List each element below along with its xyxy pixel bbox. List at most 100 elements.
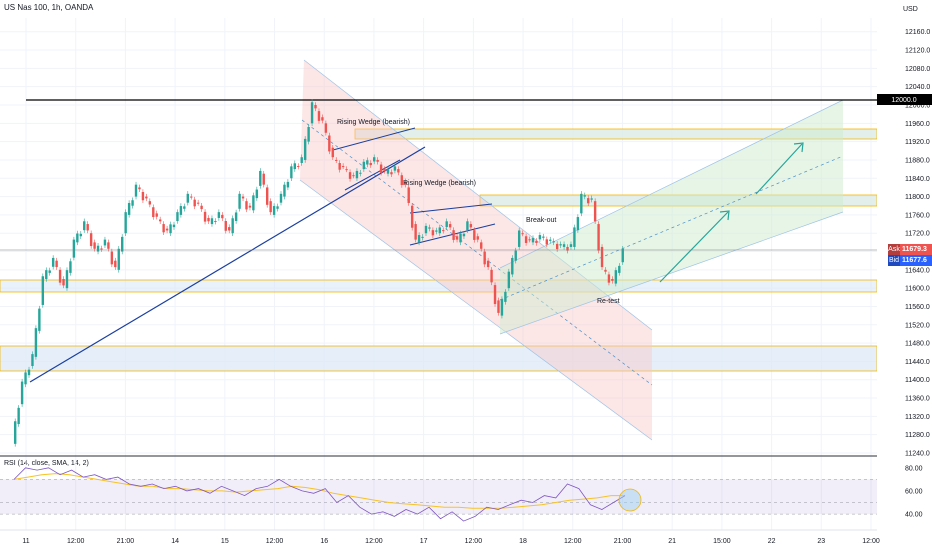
candle-body (121, 236, 124, 252)
candle-body (65, 270, 69, 289)
candle-body (483, 251, 486, 265)
y-tick-label: 11640.0 (905, 267, 930, 274)
asc-bottom-line (499, 211, 844, 335)
candle-body (604, 269, 607, 272)
x-tick-label: 12:00 (465, 538, 483, 545)
candle-body (590, 198, 593, 200)
currency-label: USD (903, 6, 918, 13)
rsi-tick-label: 60.00 (905, 488, 923, 495)
candle-body (442, 230, 445, 232)
candle-body (514, 250, 517, 261)
candle-body (348, 172, 352, 179)
candle-body (566, 246, 569, 251)
candle-body (393, 166, 397, 171)
candle-body (303, 138, 307, 160)
candle-body (621, 248, 624, 263)
y-tick-label: 12040.0 (905, 84, 930, 91)
candle-body (493, 285, 497, 305)
candle-body (331, 147, 334, 158)
candle-body (300, 157, 303, 163)
candle-body (414, 224, 417, 240)
candle-body (397, 169, 400, 173)
bid-tag: Bid 11677.6 (888, 255, 932, 266)
asc-mid-line (499, 155, 844, 301)
candle-body (276, 206, 279, 209)
candle-body (421, 236, 424, 238)
candle-body (238, 193, 241, 209)
candle-body (417, 235, 421, 243)
wedge2-upper[interactable] (409, 203, 493, 214)
candle-body (152, 207, 155, 218)
x-tick-label: 12:00 (564, 538, 582, 545)
y-tick-label: 11360.0 (905, 396, 930, 403)
candle-body (573, 227, 576, 247)
candle-body (400, 175, 404, 185)
candle-body (269, 201, 272, 213)
x-tick-label: 15 (221, 538, 229, 545)
candle-body (51, 257, 55, 267)
candle-body (480, 242, 483, 249)
candle-body (359, 172, 362, 174)
rsi-divergence-marker (618, 488, 642, 512)
y-tick-label: 11400.0 (905, 377, 930, 384)
time-scale[interactable]: 11 12:00 21:00 14 15 12:00 16 12:00 17 12:00 18 12:… (0, 529, 880, 545)
candle-body (131, 200, 134, 206)
candle-body (89, 233, 93, 247)
candle-body (341, 166, 345, 168)
x-tick-label: 21 (668, 538, 676, 545)
candle-body (72, 239, 76, 258)
candle-body (176, 212, 179, 221)
candle-body (410, 205, 414, 228)
wedge1-upper[interactable] (332, 127, 416, 151)
candle-body (504, 291, 507, 302)
candle-body (448, 224, 452, 228)
candle-body (55, 260, 58, 268)
x-tick-label: 16 (320, 538, 328, 545)
annotation-retest: Re-test (597, 298, 620, 305)
candle-body (34, 328, 38, 357)
annotation-wedge2: Rising Wedge (bearish) (403, 180, 476, 187)
candle-body (345, 169, 348, 171)
wedge1-lower[interactable] (344, 159, 401, 191)
candle-body (114, 260, 117, 268)
price-scale[interactable]: USD 12160.0 12120.0 12080.0 12040.0 12000.0 11… (877, 0, 932, 550)
rsi-pane: 80.00 60.00 40.00 (0, 465, 923, 522)
candle-body (390, 172, 393, 175)
candle-body (473, 230, 476, 240)
y-tick-label: 11880.0 (905, 157, 930, 164)
y-tick-label: 12000.0 (905, 103, 930, 110)
annotation-breakout: Break-out (526, 217, 556, 224)
candle-body (314, 105, 317, 109)
candle-body (366, 160, 369, 165)
candle-body (535, 240, 538, 243)
channel-bottom-line (299, 179, 653, 441)
candle-body (324, 123, 328, 133)
candle-body (24, 372, 27, 385)
candle-body (286, 181, 290, 188)
y-tick-label: 11280.0 (905, 432, 930, 439)
candle-body (138, 187, 141, 190)
candle-body (165, 228, 169, 231)
candle-body (162, 224, 165, 233)
x-tick-label: 23 (817, 538, 825, 545)
candle-body (186, 193, 189, 203)
candle-body (469, 224, 473, 228)
candle-body (507, 271, 511, 289)
candle-body (110, 251, 114, 265)
candle-body (86, 224, 89, 231)
candle-body (587, 198, 590, 204)
candle-body (290, 166, 293, 179)
ask-tag: Ask 11679.3 (888, 244, 932, 255)
uptrend-line[interactable] (29, 146, 426, 383)
ask-label: Ask (888, 244, 900, 255)
candle-body (210, 218, 214, 225)
candle-body (248, 205, 252, 208)
candle-body (124, 212, 127, 234)
candle-body (127, 202, 131, 215)
ask-value: 11679.3 (902, 246, 927, 253)
bid-value: 11677.6 (902, 257, 927, 264)
candle-body (559, 244, 562, 246)
demand-zone (0, 345, 878, 372)
candle-body (45, 270, 48, 279)
